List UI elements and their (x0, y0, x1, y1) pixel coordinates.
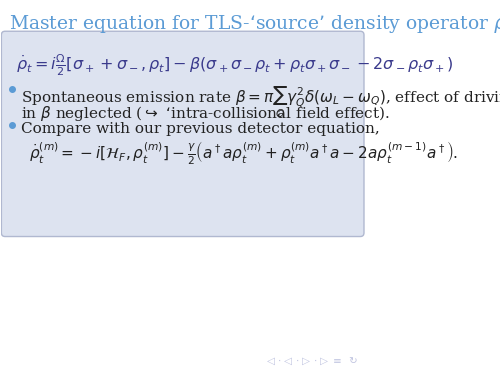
Text: $\dot{\rho}_t^{(m)} = -i[\mathcal{H}_F, \rho_t^{(m)}] - \frac{\gamma}{2}\left(a^: $\dot{\rho}_t^{(m)} = -i[\mathcal{H}_F, … (28, 139, 458, 167)
Text: Master equation for TLS-‘source’ density operator $\rho_t$: Master equation for TLS-‘source’ density… (8, 12, 500, 35)
Text: Compare with our previous detector equation,: Compare with our previous detector equat… (22, 121, 380, 136)
Text: $\dot{\rho}_t = i\frac{\Omega}{2}[\sigma_+ + \sigma_-, \rho_t] - \beta\left(\sig: $\dot{\rho}_t = i\frac{\Omega}{2}[\sigma… (16, 52, 453, 77)
Text: Spontaneous emission rate $\beta = \pi \sum_Q \gamma_Q^2 \delta(\omega_L - \omeg: Spontaneous emission rate $\beta = \pi \… (22, 85, 500, 120)
Text: $\lhd$ $\cdot$ $\lhd$ $\cdot$ $\rhd$ $\cdot$ $\rhd$ $\equiv$ $\circlearrowright$: $\lhd$ $\cdot$ $\lhd$ $\cdot$ $\rhd$ $\c… (266, 356, 358, 367)
FancyBboxPatch shape (2, 31, 364, 237)
Text: in $\beta$ neglected ($\hookrightarrow$ ‘intra-collisional field effect).: in $\beta$ neglected ($\hookrightarrow$ … (22, 104, 390, 123)
